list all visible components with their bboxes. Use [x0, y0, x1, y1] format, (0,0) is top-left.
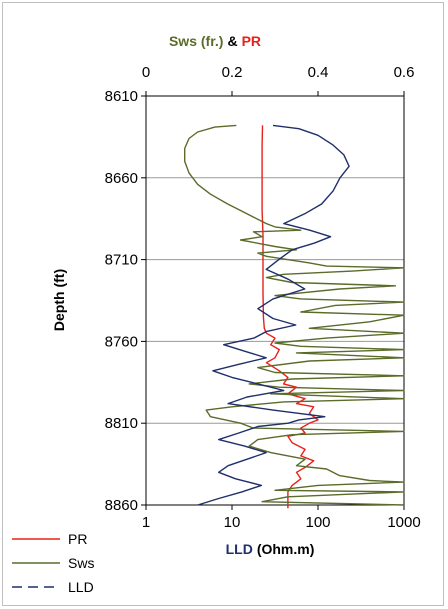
y-tick-label-4: 8810: [105, 415, 138, 432]
plot-area: [145, 95, 405, 506]
x-bottom-tick-label-3: 1000: [387, 514, 420, 531]
x-axis-bottom-label: LLD (Ohm.m): [226, 541, 315, 557]
y-tick-label-3: 8760: [105, 333, 138, 350]
legend-label-lld: LLD: [68, 579, 94, 595]
chart-title: Sws (fr.) & PR: [169, 33, 261, 49]
x-bottom-tick-label-0: 1: [142, 514, 150, 531]
x-top-tick-label-0: 0: [142, 64, 150, 81]
x-top-tick-label-2: 0.4: [308, 64, 329, 81]
series-sws-line: [184, 124, 405, 506]
x-top-tick-label-3: 0.6: [394, 64, 415, 81]
y-tick-label-5: 8860: [105, 497, 138, 514]
legend-label-pr: PR: [68, 531, 87, 547]
x-bottom-tick-label-2: 100: [305, 514, 330, 531]
x-bottom-tick-label-1: 10: [224, 514, 241, 531]
y-tick-label-2: 8710: [105, 252, 138, 269]
y-tick-label-1: 8660: [105, 170, 138, 187]
legend-label-sws: Sws: [68, 555, 94, 571]
series-lld-line: [197, 124, 350, 506]
y-axis-label: Depth (ft): [51, 269, 67, 331]
x-top-tick-label-1: 0.2: [222, 64, 243, 81]
y-tick-label-0: 8610: [105, 88, 138, 105]
chart-frame: [2, 2, 444, 606]
